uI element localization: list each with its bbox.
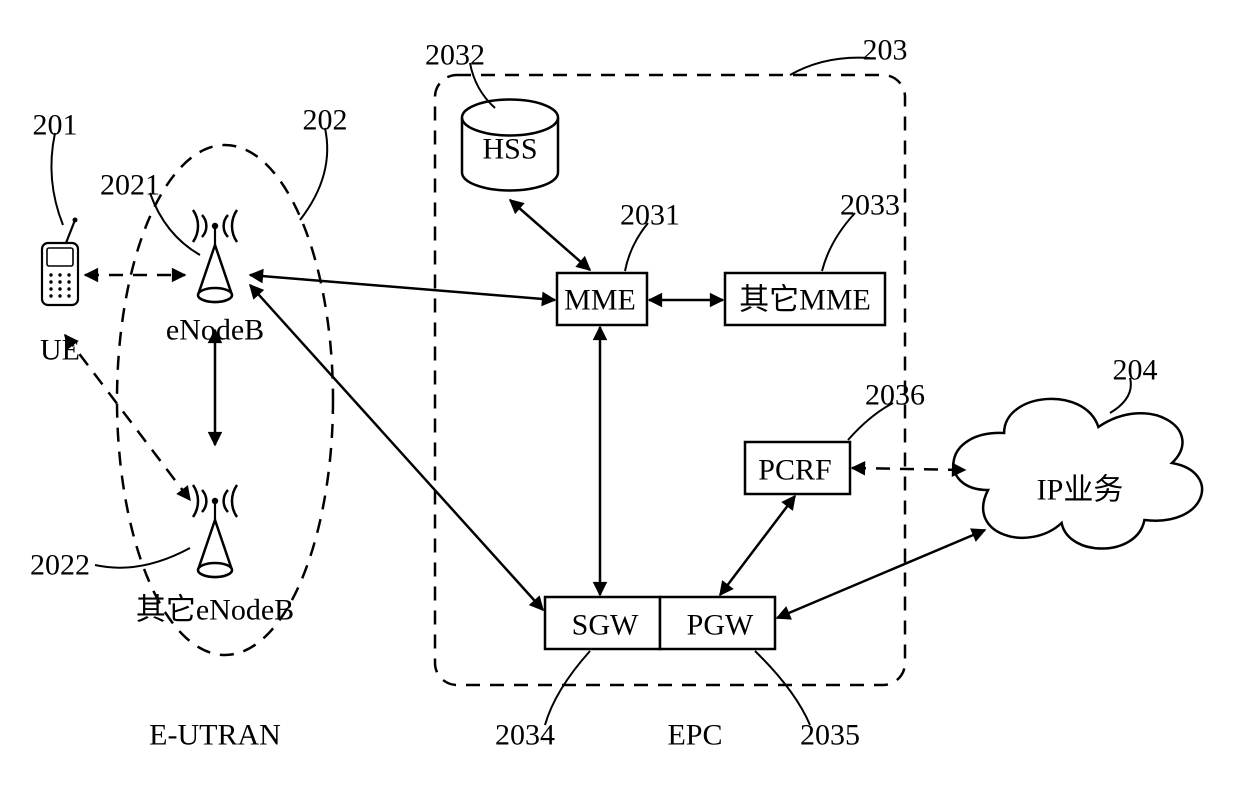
mme2-label: 其它MME: [739, 284, 871, 317]
refnum-2035: 2035: [800, 719, 860, 752]
mme-label: MME: [564, 284, 636, 317]
refnum-2034: 2034: [495, 719, 555, 752]
edge-enb-mme: [250, 275, 555, 300]
refnum-2021: 2021: [100, 169, 160, 202]
refnum-2033: 2033: [840, 189, 900, 222]
edge-pcrf-ip: [852, 468, 965, 470]
enodeb2-label: 其它eNodeB: [136, 594, 294, 627]
leader-202: [300, 128, 327, 220]
refnum-202: 202: [303, 104, 348, 137]
refnum-203: 203: [863, 34, 908, 67]
refnum-2022: 2022: [30, 549, 90, 582]
enodeb-label: eNodeB: [166, 314, 264, 347]
pgw-label: PGW: [687, 609, 754, 642]
leader-2035: [755, 651, 810, 725]
ue-label: UE: [40, 334, 80, 367]
edge-hss-mme: [510, 200, 590, 270]
edge-pgw-ip: [777, 530, 985, 618]
edge-pcrf-pgw: [720, 496, 795, 595]
refnum-2032: 2032: [425, 39, 485, 72]
leader-203: [790, 58, 870, 75]
refnum-204: 204: [1113, 354, 1158, 387]
ue-icon: [42, 218, 78, 306]
sgw-label: SGW: [572, 609, 639, 642]
pcrf-label: PCRF: [758, 454, 831, 487]
leader-2034: [545, 651, 590, 725]
refnum-2031: 2031: [620, 199, 680, 232]
leader-2033: [822, 213, 855, 271]
leader-201: [51, 133, 63, 225]
ip-label: IP业务: [1037, 474, 1124, 507]
eutran-label: E-UTRAN: [149, 719, 281, 752]
refnum-2036: 2036: [865, 379, 925, 412]
enodeb-icon: [193, 210, 237, 302]
epc-label: EPC: [667, 719, 722, 752]
refnum-201: 201: [33, 109, 78, 142]
edge-enb-sgw: [250, 285, 543, 610]
edge-ue-enb2: [65, 335, 190, 500]
hss-label: HSS: [482, 133, 537, 166]
leader-2022: [95, 548, 190, 568]
enodeb2-icon: [193, 485, 237, 577]
